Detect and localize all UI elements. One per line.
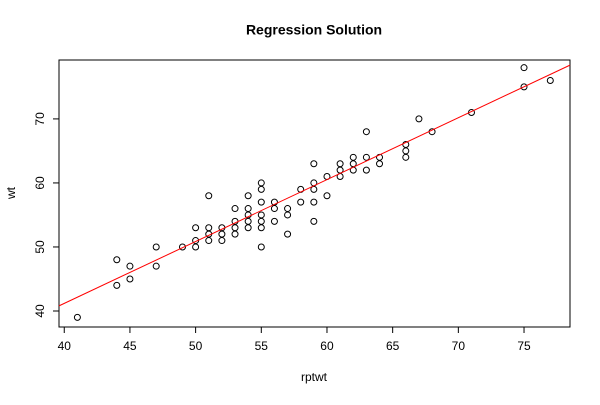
point (113, 256, 121, 264)
point (323, 192, 331, 200)
point (178, 243, 186, 251)
point (231, 224, 239, 232)
point (520, 64, 528, 72)
y-tick-label: 40 (33, 304, 47, 318)
point (231, 230, 239, 238)
point (362, 166, 370, 174)
point (152, 262, 160, 270)
point (257, 185, 265, 193)
point (113, 281, 121, 289)
x-tick-label: 75 (517, 339, 531, 353)
point (349, 153, 357, 161)
point (362, 153, 370, 161)
point (362, 128, 370, 136)
point (218, 230, 226, 238)
point (205, 224, 213, 232)
plot-frame (58, 59, 571, 328)
point (205, 192, 213, 200)
point (376, 160, 384, 168)
point (244, 192, 252, 200)
regression-line (58, 64, 571, 307)
point (73, 313, 81, 321)
y-tick-label: 70 (33, 112, 47, 126)
point (336, 160, 344, 168)
point (231, 205, 239, 213)
point (270, 205, 278, 213)
x-tick-label: 40 (58, 339, 72, 353)
y-tick-label: 50 (33, 240, 47, 254)
point (192, 243, 200, 251)
point (310, 160, 318, 168)
point (126, 275, 134, 283)
point (270, 217, 278, 225)
x-tick-label: 60 (320, 339, 334, 353)
point (126, 262, 134, 270)
point (257, 224, 265, 232)
point (284, 230, 292, 238)
x-axis-label: rptwt (301, 370, 328, 384)
point (284, 211, 292, 219)
x-tick-label: 50 (189, 339, 203, 353)
point (244, 205, 252, 213)
point (310, 217, 318, 225)
point (257, 211, 265, 219)
point (270, 198, 278, 206)
point (257, 217, 265, 225)
point (402, 141, 410, 149)
x-tick-label: 55 (255, 339, 269, 353)
point (402, 147, 410, 155)
y-axis-label: wt (4, 186, 18, 200)
point (152, 243, 160, 251)
point (257, 198, 265, 206)
point (520, 83, 528, 91)
point (257, 179, 265, 187)
point (218, 237, 226, 245)
point (192, 224, 200, 232)
point (402, 153, 410, 161)
x-tick-label: 70 (452, 339, 466, 353)
x-tick-label: 45 (123, 339, 137, 353)
point (297, 198, 305, 206)
point (415, 115, 423, 123)
point (257, 243, 265, 251)
point (310, 198, 318, 206)
y-tick-label: 60 (33, 176, 47, 190)
x-tick-label: 65 (386, 339, 400, 353)
point (205, 237, 213, 245)
point (244, 224, 252, 232)
point (546, 76, 554, 84)
point (284, 205, 292, 213)
point (244, 217, 252, 225)
chart-title: Regression Solution (246, 22, 382, 38)
